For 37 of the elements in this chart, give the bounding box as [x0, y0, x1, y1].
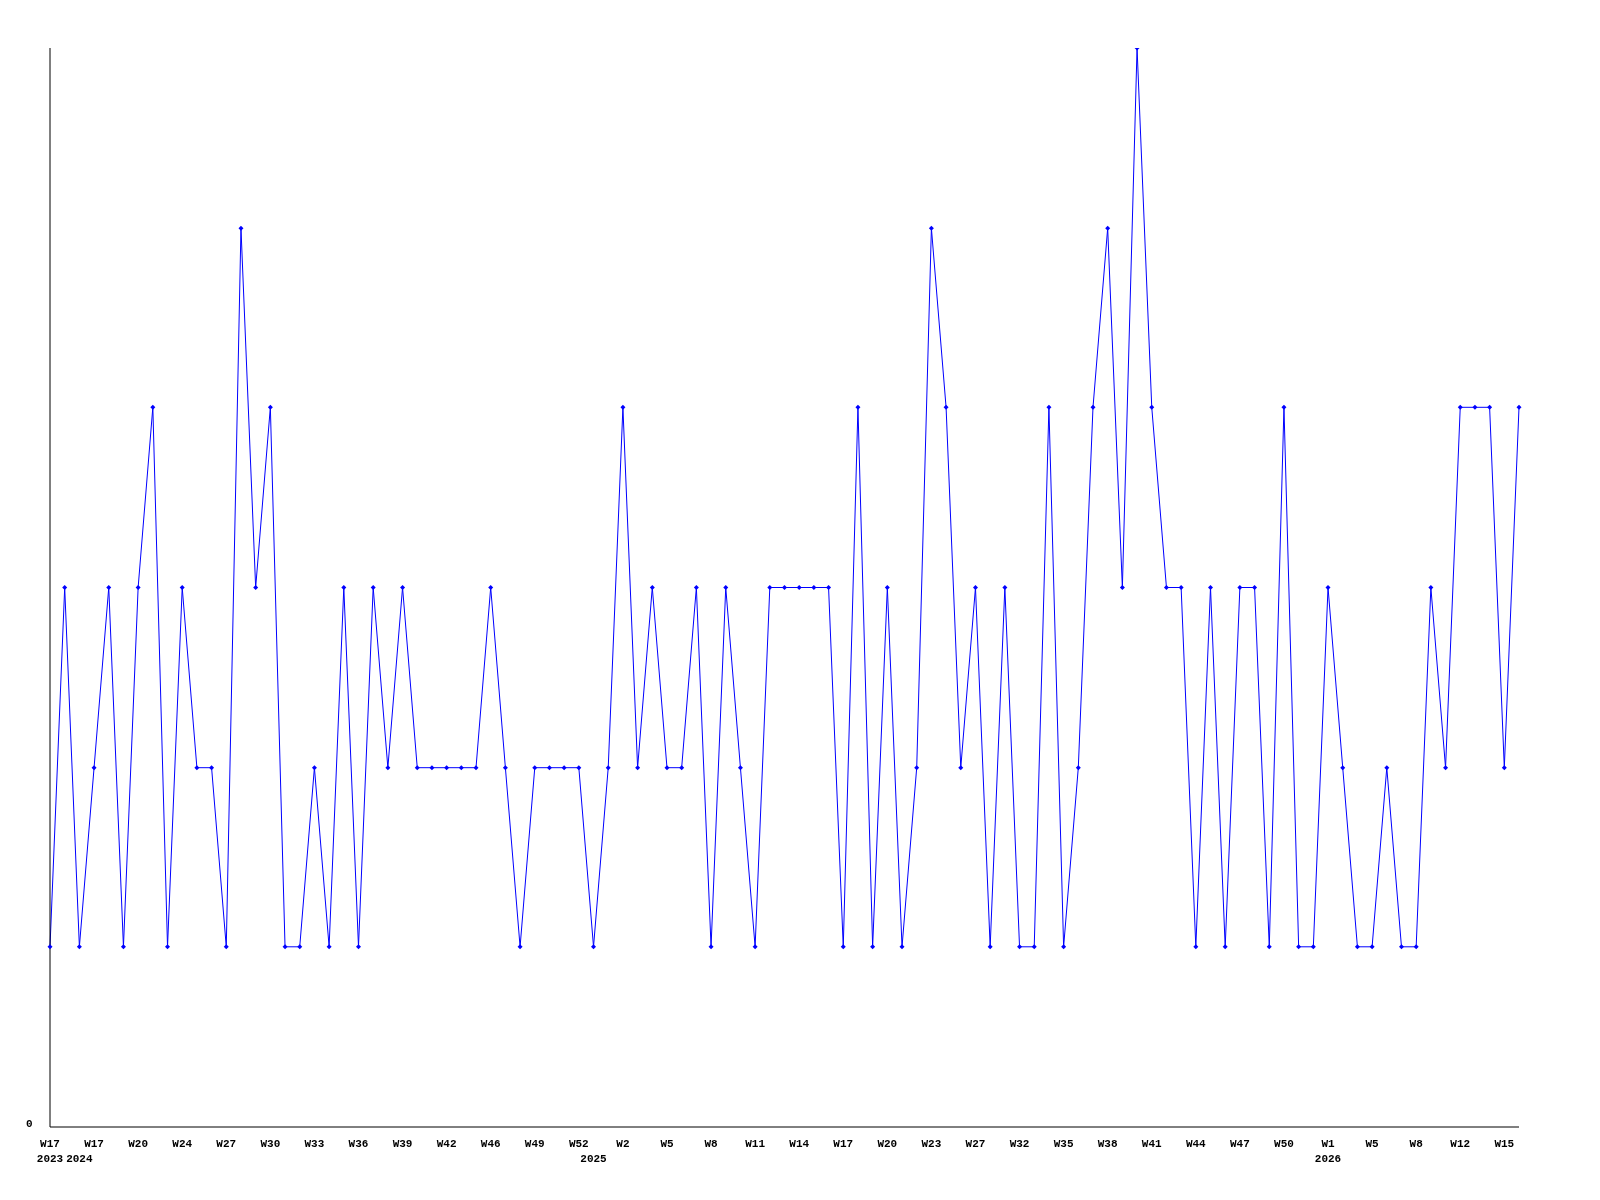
x-tick-label: W20	[128, 1138, 149, 1150]
x-tick-label: W38	[1097, 1138, 1118, 1150]
x-tick-label: 2024	[66, 1153, 93, 1165]
x-tick-label: W32	[1009, 1138, 1030, 1150]
x-tick-label: W2	[616, 1138, 630, 1150]
x-tick-label: W14	[789, 1138, 810, 1150]
x-tick-label: W33	[304, 1138, 325, 1150]
x-tick-label: W8	[1409, 1138, 1424, 1150]
x-tick-label: W5	[1365, 1138, 1380, 1150]
x-tick-label: W15	[1494, 1138, 1515, 1150]
x-tick-label: W11	[745, 1138, 766, 1150]
x-tick-label: W27	[965, 1138, 986, 1150]
x-tick-label: W46	[480, 1138, 501, 1150]
x-tick-label: W12	[1450, 1138, 1471, 1150]
x-tick-label: W5	[660, 1138, 674, 1150]
x-tick-label: W24	[172, 1138, 193, 1150]
x-tick-label: W42	[436, 1138, 457, 1150]
x-tick-label: W27	[216, 1138, 237, 1150]
x-tick-label: W30	[260, 1138, 281, 1150]
x-tick-label: W1 2026	[1314, 1138, 1342, 1165]
x-tick-label: W52	[568, 1138, 589, 1150]
x-tick-label: W49	[524, 1138, 545, 1150]
x-tick-label: W35	[1053, 1138, 1074, 1150]
x-tick-label: W17 2023	[36, 1138, 64, 1165]
x-tick-label: 2025	[580, 1153, 608, 1165]
x-tick-label: W17	[84, 1138, 104, 1150]
x-tick-label: W44	[1185, 1138, 1207, 1150]
x-tick-label: W41	[1141, 1138, 1163, 1150]
x-tick-label: W20	[877, 1138, 898, 1150]
x-tick-label: W39	[392, 1138, 413, 1150]
x-tick-label: W47	[1229, 1138, 1250, 1150]
x-tick-label: W17	[833, 1138, 854, 1150]
x-tick-label: W36	[348, 1138, 369, 1150]
x-tick-label: W23	[921, 1138, 942, 1150]
x-tick-label: W50	[1274, 1138, 1294, 1150]
x-tick-label: W8	[704, 1138, 719, 1150]
text: 0	[26, 1118, 33, 1130]
